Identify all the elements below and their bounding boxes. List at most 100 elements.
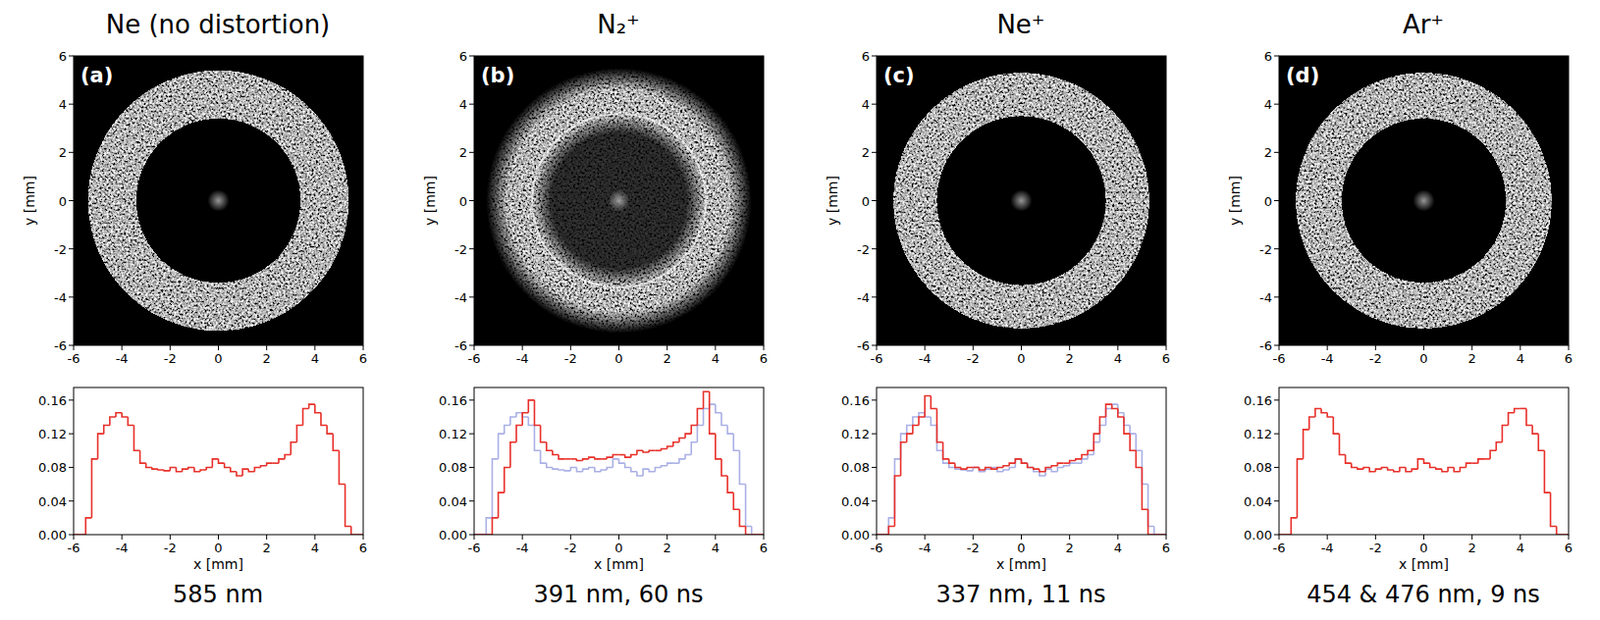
histogram-step <box>1123 413 1130 427</box>
x-tick <box>666 345 668 351</box>
histogram-step <box>1514 408 1521 413</box>
panel-title: Ne (no distortion) <box>106 9 331 40</box>
histogram-step <box>296 426 303 443</box>
y-tick <box>871 248 877 250</box>
histogram-step <box>546 463 553 468</box>
histogram-step <box>1057 467 1064 472</box>
histogram-step <box>570 458 577 461</box>
x-axis-title: x [mm] <box>193 556 244 573</box>
histogram-step <box>1441 469 1448 473</box>
histogram-step <box>1003 470 1010 473</box>
histogram-step <box>679 459 686 464</box>
histogram-step <box>169 467 176 471</box>
histogram-step <box>642 450 649 453</box>
x-tick <box>1568 345 1570 351</box>
x-tick-label: -4 <box>918 351 932 367</box>
detector-ring <box>1279 55 1569 346</box>
x-tick <box>169 534 171 540</box>
x-tick-label: 4 <box>311 540 320 556</box>
x-tick <box>618 534 620 540</box>
histogram-step <box>1411 469 1418 473</box>
histogram-step <box>290 442 297 456</box>
histogram-step <box>303 408 310 426</box>
y-tick <box>68 433 74 435</box>
panel-caption: 391 nm, 60 ns <box>533 581 703 609</box>
histogram-step <box>966 467 973 470</box>
x-tick <box>1068 345 1070 351</box>
y-tick <box>1274 248 1280 250</box>
plot-background <box>876 387 1167 535</box>
histogram-step <box>1069 463 1076 467</box>
histogram-step <box>1141 450 1148 484</box>
y-tick <box>871 152 877 154</box>
histogram-step <box>709 391 716 434</box>
x-tick <box>1519 345 1521 351</box>
y-axis-title: y [mm] <box>422 175 438 226</box>
histogram-step <box>1064 466 1070 469</box>
x-tick-label: -4 <box>516 540 530 556</box>
x-tick <box>266 345 267 351</box>
y-tick <box>871 296 877 298</box>
histogram-step <box>1051 466 1058 469</box>
histogram-step <box>1069 461 1076 465</box>
x-tick-label: -4 <box>516 351 530 367</box>
histogram-step <box>648 469 655 473</box>
y-tick-label: -4 <box>53 290 67 306</box>
histogram-step <box>104 426 110 435</box>
image-background <box>1279 55 1569 346</box>
y-tick-label: 0.16 <box>38 393 67 409</box>
y-tick-label: 0.04 <box>438 494 468 510</box>
x-tick <box>763 534 765 540</box>
histogram-step <box>901 442 907 477</box>
image-frame <box>876 55 1167 346</box>
plot-area <box>1279 408 1569 535</box>
panel: Ar⁺-6-4-20246-6-4-20246y [mm](d)-6-4-202… <box>1226 9 1573 609</box>
histogram-step <box>1351 463 1358 468</box>
histogram-step <box>679 437 686 442</box>
image-background <box>876 55 1167 346</box>
histogram-step <box>1075 459 1082 462</box>
histogram-step <box>1093 433 1100 451</box>
histogram-step <box>912 417 919 427</box>
plot-frame <box>876 387 1167 535</box>
histogram-step <box>510 417 517 427</box>
histogram-step <box>533 426 540 452</box>
x-tick <box>121 345 123 351</box>
histogram-step <box>1087 455 1094 460</box>
histogram-step <box>504 467 511 493</box>
histogram-step <box>637 472 643 477</box>
histogram-step <box>625 455 632 459</box>
histogram-step <box>583 469 589 473</box>
x-tick <box>924 345 926 351</box>
x-axis-title: x [mm] <box>593 556 644 573</box>
x-tick-label: -2 <box>1369 540 1383 556</box>
histogram-step <box>733 492 740 510</box>
histogram-step <box>1014 459 1021 469</box>
x-tick <box>73 345 75 351</box>
y-tick-label: 4 <box>861 97 870 112</box>
x-tick-label: -6 <box>870 351 884 367</box>
histogram-step <box>320 413 327 427</box>
x-tick-label: 6 <box>1162 351 1171 367</box>
histogram-step <box>673 442 680 447</box>
y-tick-label: 0.08 <box>1243 460 1273 476</box>
x-tick-label: 2 <box>263 540 271 556</box>
x-tick-label: -6 <box>67 351 81 367</box>
y-tick <box>469 500 475 502</box>
histogram-step <box>600 458 607 461</box>
histogram-step <box>648 450 655 453</box>
y-tick <box>1274 152 1280 154</box>
x-tick-label: 6 <box>359 540 368 556</box>
histogram-step <box>960 467 967 470</box>
x-tick-label: 2 <box>1468 351 1477 367</box>
histogram-step <box>1045 467 1052 472</box>
histogram-step <box>1466 463 1473 468</box>
histogram-step <box>949 459 956 464</box>
y-tick-label: 6 <box>861 49 870 64</box>
histogram-step <box>606 457 613 460</box>
histogram-step <box>739 509 746 527</box>
x-tick <box>763 345 765 351</box>
histogram-step <box>746 526 752 535</box>
x-tick-label: -4 <box>1321 351 1334 367</box>
histogram-step <box>1544 450 1550 493</box>
